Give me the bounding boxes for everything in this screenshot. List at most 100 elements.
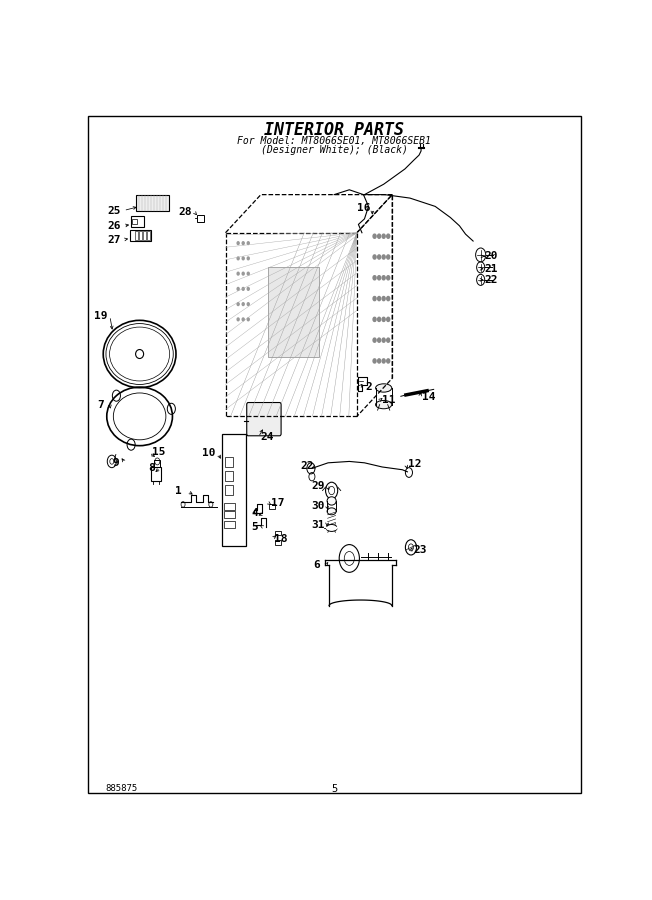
Circle shape	[373, 275, 376, 280]
Circle shape	[242, 257, 244, 260]
Text: INTERIOR PARTS: INTERIOR PARTS	[264, 122, 404, 140]
Bar	[155, 460, 160, 467]
Text: 7: 7	[97, 400, 104, 410]
Circle shape	[387, 275, 390, 280]
Bar	[130, 230, 151, 241]
Circle shape	[387, 234, 390, 238]
Text: 17: 17	[271, 498, 284, 508]
Bar	[147, 231, 150, 239]
Ellipse shape	[376, 383, 392, 392]
Text: 21: 21	[484, 264, 497, 274]
Circle shape	[247, 302, 249, 305]
Text: 2: 2	[365, 382, 372, 392]
Bar	[269, 267, 319, 357]
Bar	[274, 540, 280, 544]
Text: 16: 16	[357, 203, 370, 213]
Text: 26: 26	[108, 220, 121, 230]
Circle shape	[382, 234, 385, 238]
Circle shape	[387, 359, 390, 363]
Bar	[131, 216, 143, 227]
Text: 1: 1	[175, 486, 182, 496]
Circle shape	[382, 318, 385, 321]
Bar	[197, 215, 204, 221]
Text: 29: 29	[311, 481, 325, 491]
Text: 25: 25	[108, 205, 121, 216]
Text: 12: 12	[408, 459, 422, 469]
Circle shape	[378, 359, 381, 363]
Text: 22: 22	[484, 274, 497, 285]
Bar	[135, 231, 138, 239]
Bar	[143, 231, 146, 239]
Circle shape	[387, 338, 390, 342]
Text: 22: 22	[300, 462, 314, 472]
Circle shape	[247, 257, 249, 260]
Text: For Model: MT8066SE01, MT8066SEB1: For Model: MT8066SE01, MT8066SEB1	[237, 136, 431, 147]
Circle shape	[237, 287, 239, 291]
Text: 11: 11	[382, 395, 396, 405]
Circle shape	[382, 359, 385, 363]
Circle shape	[242, 302, 244, 305]
Circle shape	[373, 234, 376, 238]
Text: 18: 18	[274, 534, 288, 544]
Circle shape	[247, 287, 249, 291]
Bar	[151, 467, 161, 481]
Text: 28: 28	[179, 207, 192, 217]
Text: 24: 24	[261, 432, 274, 442]
Circle shape	[373, 359, 376, 363]
Circle shape	[237, 272, 239, 275]
Text: 8: 8	[148, 463, 155, 473]
Circle shape	[387, 296, 390, 301]
Text: 885875: 885875	[106, 784, 138, 793]
Circle shape	[237, 242, 239, 245]
Circle shape	[378, 296, 381, 301]
Circle shape	[382, 255, 385, 259]
Circle shape	[373, 318, 376, 321]
Text: 14: 14	[422, 392, 436, 402]
Text: 10: 10	[202, 448, 216, 458]
Bar	[224, 511, 235, 518]
Circle shape	[242, 242, 244, 245]
Circle shape	[247, 272, 249, 275]
Bar	[225, 471, 233, 481]
Bar	[222, 434, 246, 546]
Circle shape	[378, 255, 381, 259]
Text: 5: 5	[331, 784, 337, 794]
Ellipse shape	[376, 400, 392, 409]
Bar	[225, 457, 233, 467]
Circle shape	[237, 302, 239, 305]
Text: 31: 31	[311, 520, 325, 530]
Ellipse shape	[327, 497, 336, 505]
Circle shape	[387, 255, 390, 259]
Text: 4: 4	[251, 508, 258, 518]
Circle shape	[378, 338, 381, 342]
Circle shape	[373, 338, 376, 342]
Bar	[274, 531, 280, 535]
Circle shape	[242, 272, 244, 275]
Circle shape	[378, 234, 381, 238]
Text: 30: 30	[311, 501, 325, 511]
Bar	[269, 504, 274, 508]
Circle shape	[378, 318, 381, 321]
Circle shape	[382, 275, 385, 280]
Text: 19: 19	[94, 310, 108, 321]
Text: 20: 20	[484, 251, 497, 261]
Circle shape	[378, 275, 381, 280]
Text: 9: 9	[113, 458, 119, 468]
Text: 23: 23	[413, 545, 427, 555]
Circle shape	[373, 255, 376, 259]
Circle shape	[242, 287, 244, 291]
Bar	[225, 485, 233, 495]
Circle shape	[373, 296, 376, 301]
Bar	[224, 503, 235, 510]
Circle shape	[237, 318, 239, 320]
Circle shape	[382, 338, 385, 342]
Text: 15: 15	[151, 447, 165, 457]
FancyBboxPatch shape	[246, 402, 281, 436]
Circle shape	[247, 242, 249, 245]
Bar	[139, 231, 142, 239]
Circle shape	[247, 318, 249, 320]
Circle shape	[242, 318, 244, 320]
Circle shape	[387, 318, 390, 321]
Circle shape	[382, 296, 385, 301]
Bar	[132, 219, 137, 224]
